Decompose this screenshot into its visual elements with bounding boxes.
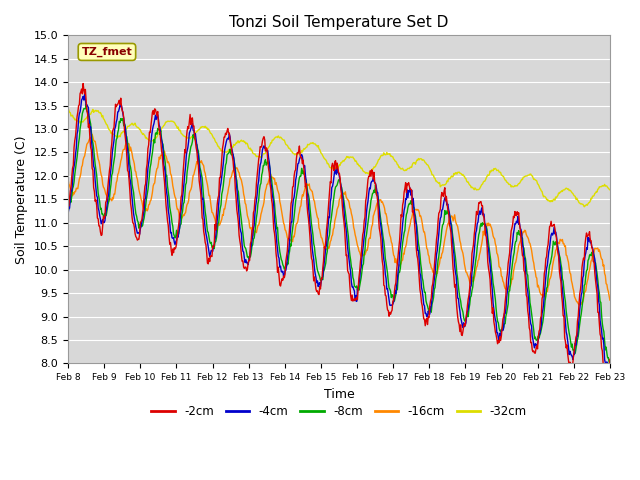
Line: -2cm: -2cm: [68, 84, 610, 376]
-8cm: [83, 101, 90, 107]
-2cm: [79, 81, 87, 86]
Text: TZ_fmet: TZ_fmet: [81, 47, 132, 57]
-4cm: [406, 189, 413, 195]
-32cm: [420, 158, 428, 164]
-32cm: [185, 135, 193, 141]
-32cm: [405, 166, 413, 171]
-4cm: [606, 364, 614, 370]
Line: -32cm: -32cm: [68, 108, 610, 207]
-8cm: [421, 289, 429, 295]
-2cm: [214, 195, 222, 201]
-2cm: [186, 118, 193, 124]
-16cm: [214, 222, 222, 228]
-32cm: [130, 122, 138, 128]
-16cm: [88, 132, 96, 137]
-16cm: [576, 302, 584, 308]
Line: -8cm: -8cm: [68, 104, 610, 363]
-2cm: [606, 357, 614, 362]
-4cm: [64, 212, 72, 217]
-16cm: [131, 161, 138, 167]
-4cm: [131, 215, 138, 221]
Y-axis label: Soil Temperature (C): Soil Temperature (C): [15, 135, 28, 264]
-2cm: [74, 109, 82, 115]
-16cm: [421, 234, 429, 240]
-4cm: [81, 91, 88, 97]
-2cm: [421, 323, 429, 329]
Title: Tonzi Soil Temperature Set D: Tonzi Soil Temperature Set D: [229, 15, 449, 30]
Legend: -2cm, -4cm, -8cm, -16cm, -32cm: -2cm, -4cm, -8cm, -16cm, -32cm: [146, 401, 532, 423]
-16cm: [64, 176, 72, 181]
-4cm: [186, 130, 193, 136]
-4cm: [421, 311, 429, 316]
-2cm: [64, 201, 72, 207]
-4cm: [74, 127, 82, 133]
Line: -16cm: -16cm: [68, 134, 610, 305]
-2cm: [605, 373, 612, 379]
-8cm: [186, 153, 193, 158]
-4cm: [605, 367, 613, 373]
-8cm: [606, 360, 614, 366]
-32cm: [606, 187, 614, 192]
-16cm: [406, 224, 413, 230]
-8cm: [64, 208, 72, 214]
-16cm: [74, 186, 82, 192]
-2cm: [131, 225, 138, 230]
-8cm: [214, 221, 222, 227]
-16cm: [186, 190, 193, 196]
-4cm: [214, 211, 222, 216]
-32cm: [213, 142, 221, 147]
-32cm: [64, 105, 72, 111]
-8cm: [74, 148, 82, 154]
Line: -4cm: -4cm: [68, 94, 610, 370]
-16cm: [606, 297, 614, 303]
-32cm: [580, 204, 588, 210]
-8cm: [406, 201, 413, 206]
X-axis label: Time: Time: [324, 388, 355, 401]
-2cm: [406, 184, 413, 190]
-32cm: [74, 118, 82, 124]
-8cm: [131, 198, 138, 204]
